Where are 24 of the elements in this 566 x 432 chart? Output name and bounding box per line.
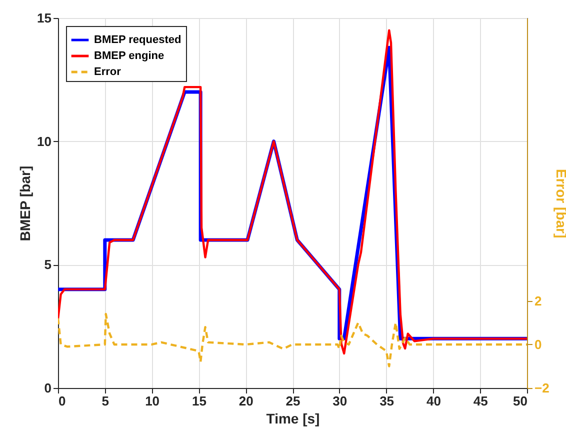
y2-tick-label: −2 xyxy=(534,380,550,396)
x-tick-label: 50 xyxy=(513,394,528,408)
y-tick-label: 10 xyxy=(37,134,52,149)
x-tick-label: 10 xyxy=(145,394,160,408)
x-tick-label: 35 xyxy=(380,394,394,408)
legend-label: BMEP requested xyxy=(94,34,182,46)
x-tick-label: 20 xyxy=(238,394,254,408)
x-tick-label: 30 xyxy=(332,394,348,408)
legend-label: BMEP engine xyxy=(94,50,164,62)
x-tick-label: 0 xyxy=(58,394,66,408)
line-series xyxy=(58,312,527,368)
x-tick-label: 45 xyxy=(473,394,488,408)
y-tick-label: 15 xyxy=(37,10,52,26)
x-axis-title: Time [s] xyxy=(266,410,320,426)
y-tick-label: 5 xyxy=(44,257,52,272)
y2-tick-label: 2 xyxy=(534,293,542,308)
y-tick-label: 0 xyxy=(44,380,52,396)
x-tick-label: 15 xyxy=(192,394,206,408)
y2-tick-label: 0 xyxy=(534,336,542,352)
legend-label: Error xyxy=(94,66,122,78)
x-tick-label: 5 xyxy=(102,394,110,408)
y-axis-title: BMEP [bar] xyxy=(17,166,34,242)
x-tick-label: 40 xyxy=(426,394,441,408)
x-tick-label: 25 xyxy=(286,394,300,408)
